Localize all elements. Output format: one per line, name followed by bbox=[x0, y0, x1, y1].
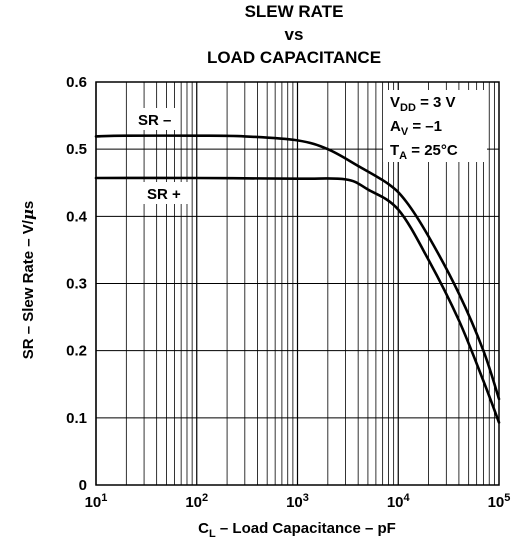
y-tick-label: 0.1 bbox=[66, 410, 87, 427]
conditions: VDD = 3 V AV = –1 TA = 25°C bbox=[390, 94, 458, 162]
y-tick-label: 0.6 bbox=[66, 74, 87, 91]
x-tick-label: 102 bbox=[185, 492, 208, 511]
x-tick-label: 103 bbox=[286, 492, 309, 511]
y-axis-label-unit: s bbox=[20, 201, 37, 209]
title-line-1: SLEW RATE bbox=[245, 2, 344, 21]
title-line-2: vs bbox=[285, 25, 304, 44]
series-line-sr-plus bbox=[94, 176, 501, 424]
series-label-sr-plus-bg bbox=[140, 182, 190, 204]
condition-line: TA = 25°C bbox=[390, 142, 458, 162]
condition-line: VDD = 3 V bbox=[390, 94, 456, 114]
x-tick-label: 101 bbox=[85, 492, 108, 511]
y-axis-label-text: SR – Slew Rate – V/ bbox=[20, 219, 37, 359]
y-tick-label: 0.4 bbox=[66, 208, 88, 225]
x-tick-label: 105 bbox=[488, 492, 511, 511]
series-label-sr-minus-bg bbox=[132, 108, 180, 130]
series-line-sr-minus bbox=[94, 134, 501, 401]
y-tick-label: 0.2 bbox=[66, 343, 87, 360]
y-tick-label: 0.3 bbox=[66, 276, 87, 293]
chart-title: SLEW RATE vs LOAD CAPACITANCE bbox=[207, 2, 381, 67]
x-tick-labels: 101 102 103 104 105 bbox=[85, 492, 511, 511]
y-axis-label: SR – Slew Rate – V/μs bbox=[19, 201, 37, 360]
series-lines bbox=[94, 134, 501, 424]
grid bbox=[95, 81, 499, 486]
plot-frame bbox=[95, 81, 500, 486]
y-tick-label: 0 bbox=[79, 477, 87, 494]
condition-line: AV = –1 bbox=[390, 118, 442, 138]
x-tick-label: 104 bbox=[387, 492, 411, 511]
y-axis-label-mu: μ bbox=[19, 209, 37, 220]
y-tick-label: 0.5 bbox=[66, 141, 87, 158]
series-label-sr-plus: SR + bbox=[147, 186, 181, 203]
x-axis-label-main: C bbox=[198, 520, 209, 537]
y-tick-labels: 0 0.1 0.2 0.3 0.4 0.5 0.6 bbox=[66, 74, 88, 494]
x-axis-label-sub: L bbox=[209, 528, 216, 540]
series-label-sr-minus: SR – bbox=[138, 112, 171, 129]
x-axis-label: CL – Load Capacitance – pF bbox=[198, 520, 396, 540]
conditions-box bbox=[383, 90, 487, 162]
x-axis-label-rest: – Load Capacitance – pF bbox=[216, 520, 396, 537]
title-line-3: LOAD CAPACITANCE bbox=[207, 48, 381, 67]
